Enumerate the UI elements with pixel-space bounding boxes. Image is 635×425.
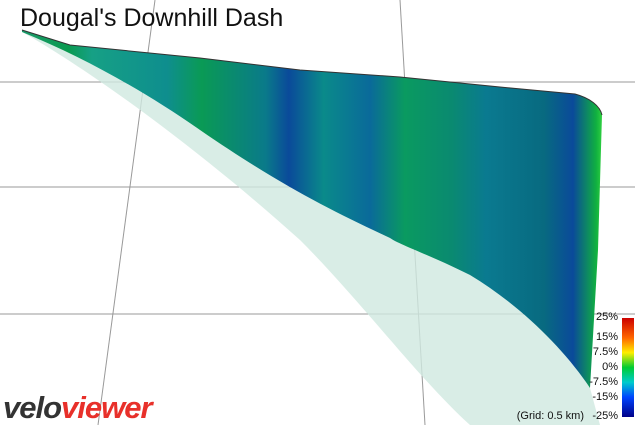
scale-labels: 25% 15% 7.5% 0% -7.5% -15% -25% bbox=[589, 311, 618, 422]
scale-label: -15% bbox=[592, 391, 618, 403]
scale-label: 25% bbox=[596, 311, 618, 323]
logo: veloviewer bbox=[3, 390, 154, 425]
ground-shadow bbox=[22, 32, 600, 425]
scale-label: -25% bbox=[592, 410, 618, 422]
grid-note: (Grid: 0.5 km) bbox=[517, 410, 584, 422]
logo-part: velo bbox=[3, 390, 61, 425]
elevation-wall bbox=[22, 30, 602, 388]
scale-label: 15% bbox=[596, 331, 618, 343]
scale-label: 0% bbox=[602, 361, 618, 373]
profile-edge bbox=[21, 29, 603, 116]
scale-label: 7.5% bbox=[593, 346, 618, 358]
color-scale bbox=[622, 318, 634, 417]
scale-label: -7.5% bbox=[589, 376, 618, 388]
title: Dougal's Downhill Dash bbox=[20, 4, 283, 32]
logo-part: viewer bbox=[61, 390, 154, 425]
